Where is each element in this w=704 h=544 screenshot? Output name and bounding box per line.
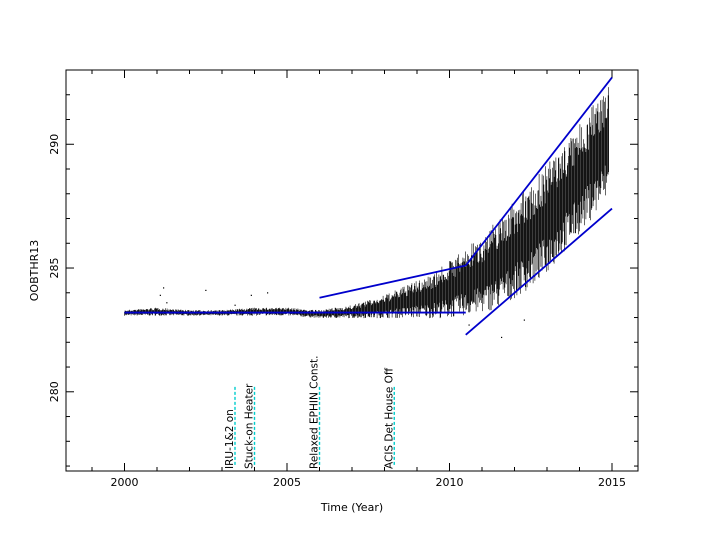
data-point — [205, 289, 207, 292]
data-point — [166, 302, 168, 304]
x-tick-label: 2005 — [273, 476, 301, 489]
x-axis-label: Time (Year) — [320, 501, 383, 514]
data-point — [234, 304, 236, 306]
x-tick-label: 2010 — [436, 476, 464, 489]
event-label: Relaxed EPHIN Const. — [309, 356, 321, 469]
data-point — [159, 294, 161, 296]
y-tick-label: 290 — [48, 134, 61, 155]
data-point — [267, 292, 269, 294]
fit-line — [465, 76, 613, 267]
y-tick-label: 280 — [48, 381, 61, 402]
event-label: ACIS Det House Off — [383, 367, 395, 469]
data-points — [124, 87, 610, 339]
data-point — [163, 287, 165, 289]
event-label: Stuck-on Heater — [244, 383, 256, 469]
data-point — [468, 324, 470, 326]
axis-ticks — [66, 69, 638, 471]
y-tick-label: 285 — [48, 258, 61, 279]
fit-lines — [124, 76, 613, 336]
data-point — [250, 294, 252, 296]
event-markers: IRU-1&2 on Stuck-on Heater Relaxed EPHIN C… — [224, 356, 395, 469]
data-point — [523, 319, 525, 321]
tick-labels: 2000 2005 2010 2015 280 285 290 — [48, 134, 626, 489]
x-tick-label: 2000 — [111, 476, 139, 489]
x-tick-label: 2015 — [598, 476, 626, 489]
event-label: IRU-1&2 on — [224, 409, 236, 469]
plot-frame — [65, 69, 639, 472]
fit-line — [465, 207, 613, 336]
fit-line — [319, 264, 466, 299]
data-point — [501, 336, 503, 339]
y-axis-label: OOBTHR13 — [28, 240, 41, 302]
